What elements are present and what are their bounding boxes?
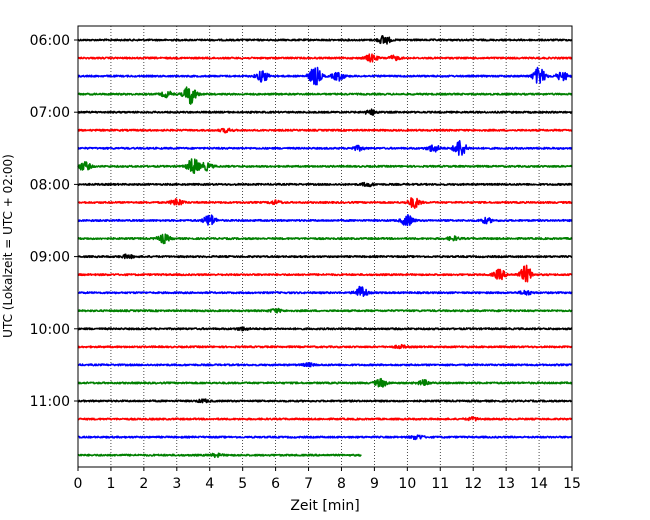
y-tick-label: 07:00 [30, 105, 70, 121]
x-tick-label: 14 [530, 476, 548, 492]
y-axis-label: UTC (Lokalzeit = UTC + 02:00) [1, 154, 15, 338]
trace-0630 [77, 66, 573, 86]
trace-0815 [77, 197, 573, 209]
plot-frame [77, 25, 573, 468]
x-tick-label: 7 [304, 476, 313, 492]
y-axis: 06:00 07:00 08:00 09:00 10:00 11:00 [30, 33, 78, 410]
x-tick-label: 2 [139, 476, 148, 492]
plot-area [78, 26, 572, 467]
y-tick-label: 11:00 [30, 394, 70, 410]
trace-0645 [77, 86, 573, 105]
trace-0945 [77, 307, 573, 314]
trace-1145 [77, 452, 362, 459]
x-tick-label: 4 [205, 476, 214, 492]
trace-1100 [77, 398, 573, 404]
x-tick-label: 13 [497, 476, 515, 492]
trace-0930 [77, 285, 573, 297]
trace-1115 [77, 416, 573, 422]
y-tick-label: 10:00 [30, 322, 70, 338]
trace-0615 [77, 53, 573, 63]
x-tick-label: 9 [370, 476, 379, 492]
trace-0800 [77, 181, 573, 188]
trace-0600 [77, 35, 573, 45]
y-tick-label: 09:00 [30, 250, 70, 266]
y-tick-label: 06:00 [30, 33, 70, 49]
trace-0915 [77, 264, 573, 283]
trace-1030 [77, 362, 573, 368]
trace-0830 [77, 214, 573, 227]
trace-0700 [77, 108, 573, 116]
x-axis: 0 1 2 3 4 5 6 7 8 9 10 11 12 13 14 15 [74, 467, 581, 492]
x-tick-label: 3 [172, 476, 181, 492]
trace-1015 [77, 343, 573, 350]
x-tick-label: 1 [106, 476, 115, 492]
y-tick-label: 08:00 [30, 177, 70, 193]
trace-0730 [77, 140, 573, 156]
x-tick-label: 8 [337, 476, 346, 492]
x-tick-label: 11 [431, 476, 449, 492]
trace-1130 [77, 434, 573, 441]
trace-1000 [77, 326, 573, 332]
x-tick-label: 5 [238, 476, 247, 492]
x-tick-label: 0 [74, 476, 83, 492]
trace-1045 [77, 377, 573, 388]
trace-0745 [77, 158, 573, 174]
x-tick-label: 12 [464, 476, 482, 492]
x-axis-label: Zeit [min] [290, 498, 359, 514]
x-tick-label: 6 [271, 476, 280, 492]
trace-group [77, 35, 573, 459]
x-tick-label: 15 [563, 476, 581, 492]
x-tick-label: 10 [398, 476, 416, 492]
trace-0900 [77, 253, 573, 260]
trace-0715 [77, 127, 573, 134]
trace-0845 [77, 233, 573, 245]
